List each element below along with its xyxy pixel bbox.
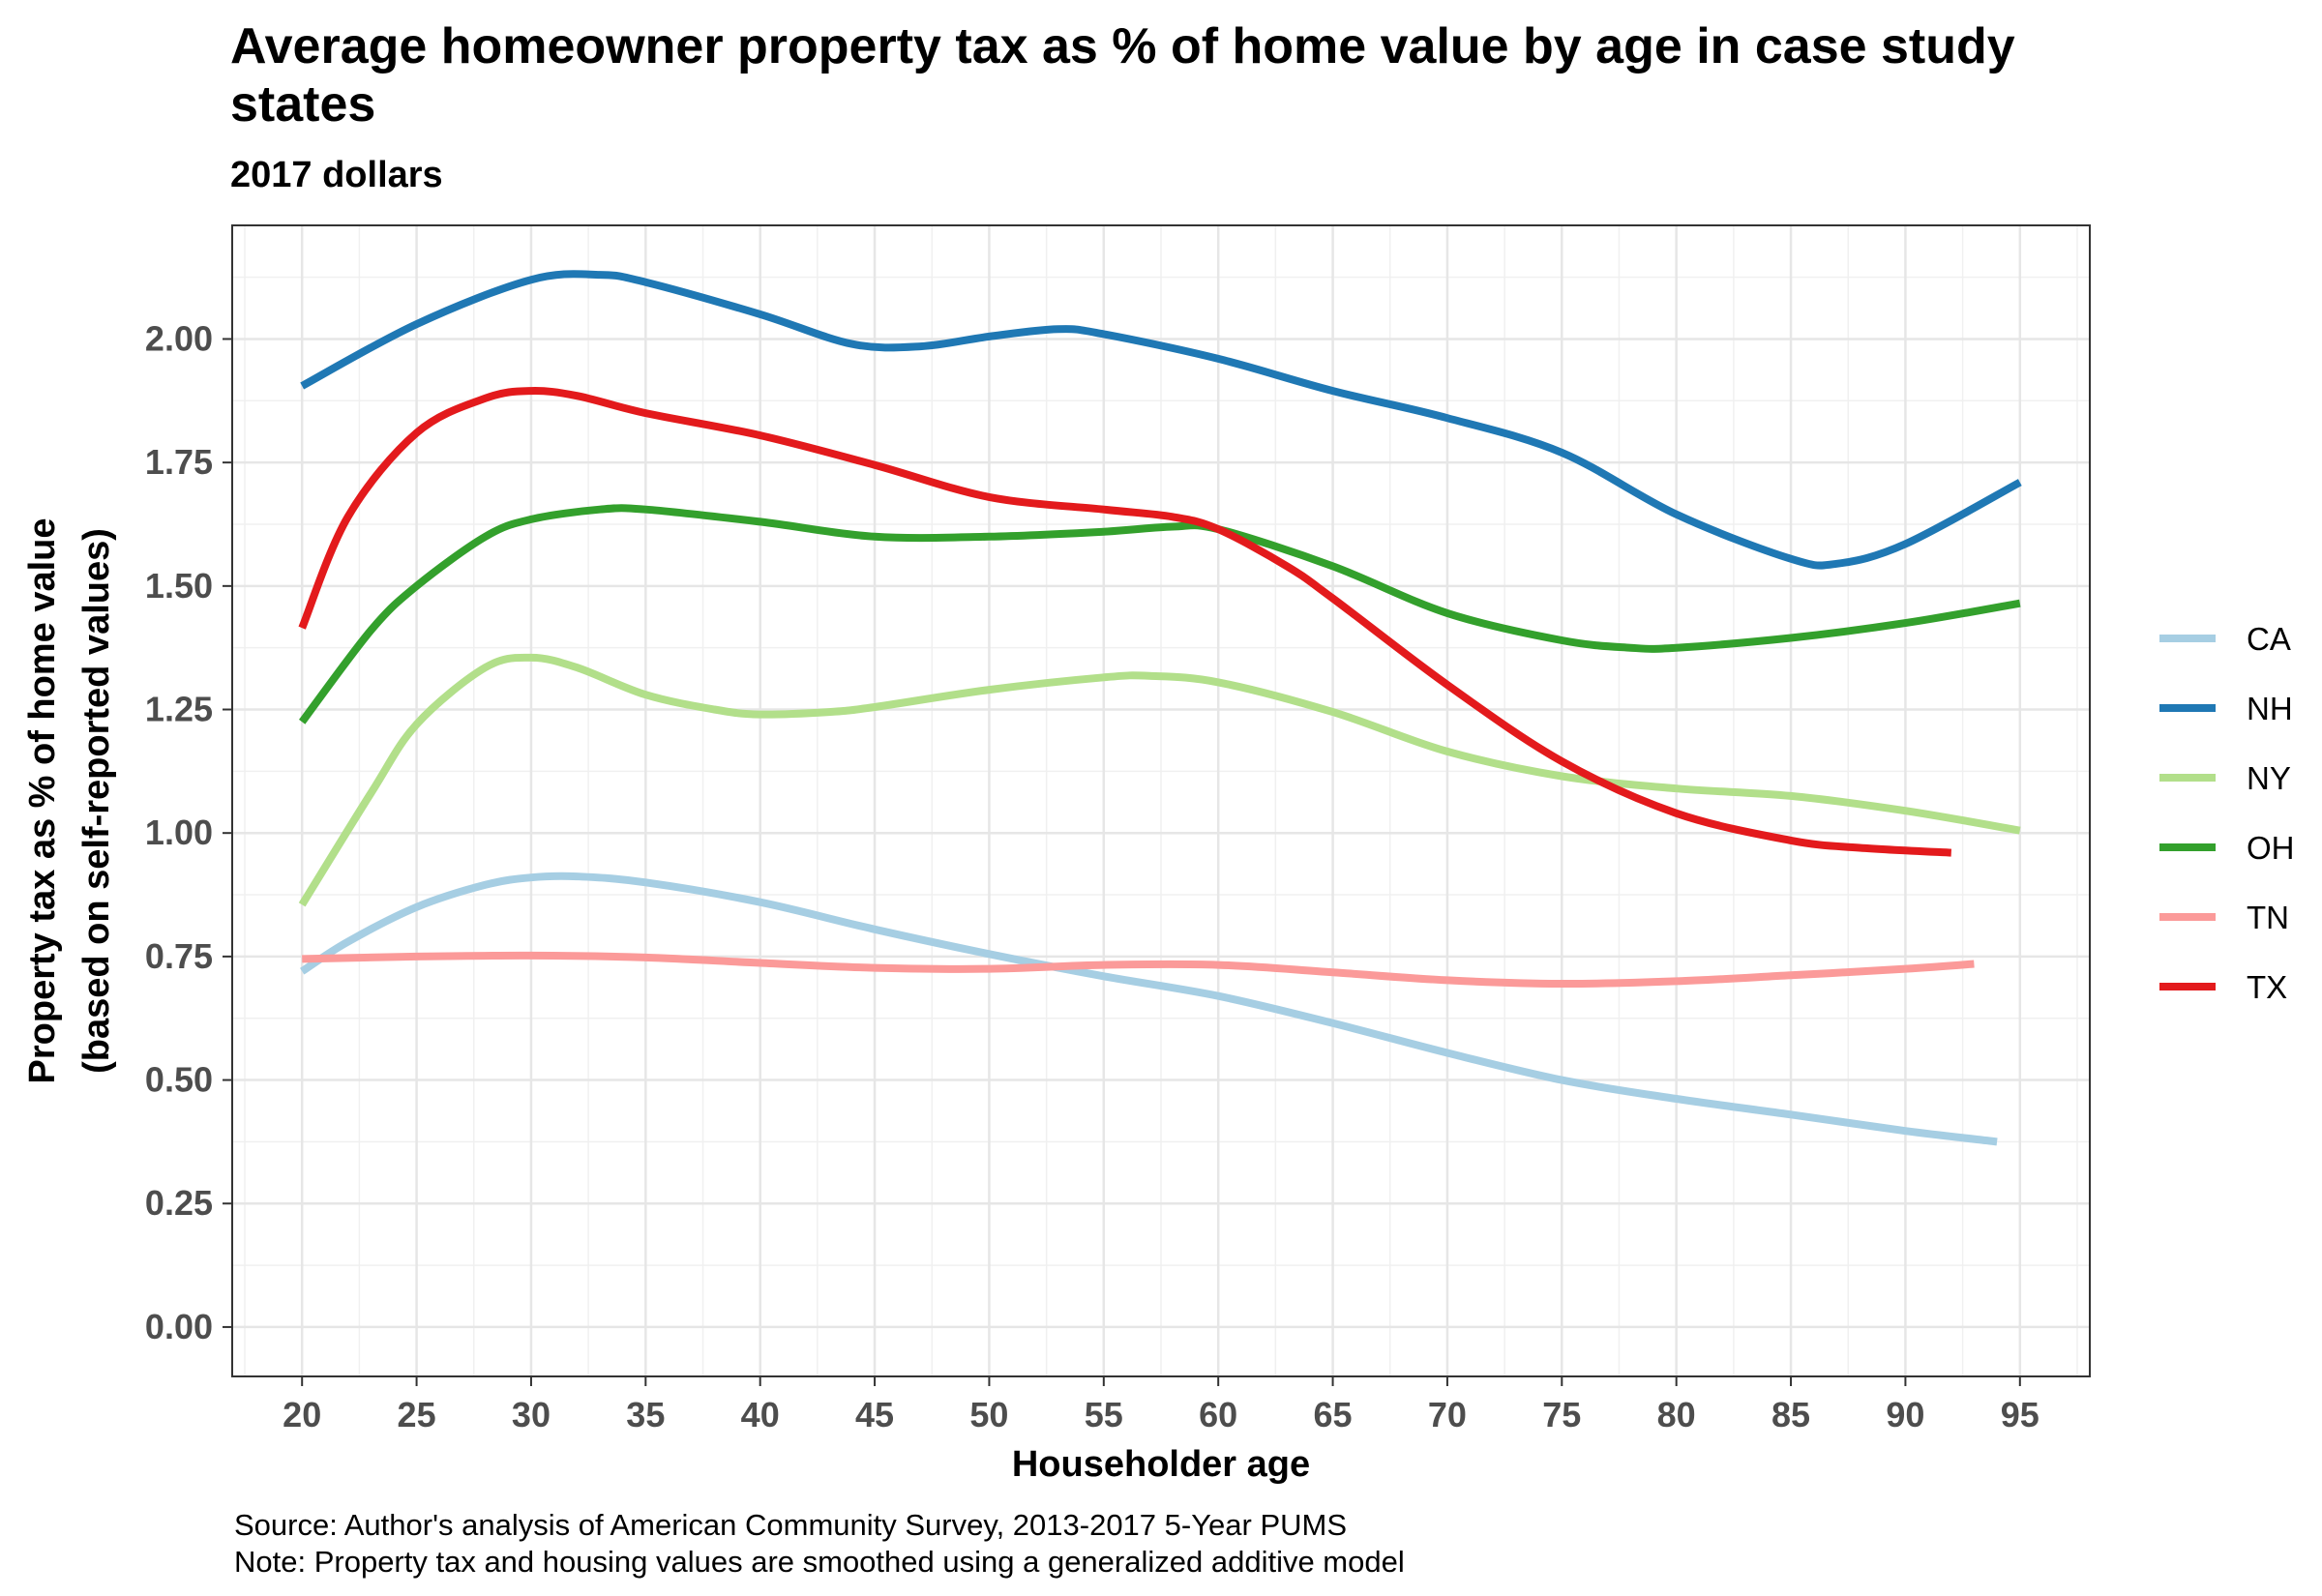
x-axis-title: Householder age <box>1012 1444 1310 1485</box>
x-tick-label: 65 <box>1314 1395 1353 1434</box>
legend-label-nh: NH <box>2247 691 2293 726</box>
series-line-tx <box>298 387 1952 857</box>
legend-item-oh: OH <box>2159 830 2295 866</box>
legend-item-ny: NY <box>2159 760 2291 796</box>
plot-panel-border <box>231 224 2091 1377</box>
y-tick-label: 1.50 <box>145 566 213 606</box>
y-tick-label: 0.75 <box>145 936 213 976</box>
caption-note: Note: Property tax and housing values ar… <box>234 1545 1405 1579</box>
chart-subtitle: 2017 dollars <box>230 155 443 195</box>
y-tick-label: 0.25 <box>145 1183 213 1223</box>
x-axis: 20 25 30 35 40 45 50 55 60 65 70 75 80 85 90 95 <box>283 1376 2039 1434</box>
series-line-ca <box>300 872 1998 1146</box>
series-line-nh <box>300 270 2022 570</box>
x-tick-label: 50 <box>969 1395 1008 1434</box>
x-tick-label: 25 <box>398 1395 436 1434</box>
y-tick-label: 1.25 <box>145 690 213 729</box>
x-tick-label: 90 <box>1886 1395 1924 1434</box>
legend-item-tx: TX <box>2159 969 2287 1005</box>
chart-title: Average homeowner property tax as % of h… <box>230 18 2015 133</box>
legend: CA NH NY OH TN TX <box>2159 621 2295 1005</box>
series-line-oh <box>298 504 2021 724</box>
legend-item-nh: NH <box>2159 691 2293 726</box>
x-tick-label: 75 <box>1542 1395 1581 1434</box>
legend-item-tn: TN <box>2159 900 2289 935</box>
x-tick-label: 85 <box>1771 1395 1810 1434</box>
legend-label-ny: NY <box>2247 760 2291 796</box>
legend-label-ca: CA <box>2247 621 2291 657</box>
series-lines <box>298 270 2022 1146</box>
x-tick-label: 55 <box>1085 1395 1123 1434</box>
x-tick-label: 30 <box>512 1395 551 1434</box>
series-line-tn <box>302 951 1975 989</box>
y-tick-label: 1.75 <box>145 442 213 482</box>
y-axis-title-line2: (based on self-reported values) <box>76 528 117 1074</box>
y-tick-label: 2.00 <box>145 318 213 358</box>
x-tick-label: 40 <box>741 1395 780 1434</box>
x-tick-label: 20 <box>283 1395 321 1434</box>
caption-source: Source: Author's analysis of American Co… <box>234 1508 1348 1542</box>
legend-label-tn: TN <box>2247 900 2289 935</box>
x-tick-label: 45 <box>855 1395 894 1434</box>
x-tick-label: 95 <box>2001 1395 2039 1434</box>
major-gridlines <box>232 225 2090 1376</box>
series-line-ny <box>298 653 2021 907</box>
x-tick-label: 35 <box>626 1395 665 1434</box>
x-tick-label: 70 <box>1428 1395 1467 1434</box>
y-axis-title: Property tax as % of home value (based o… <box>22 518 117 1084</box>
minor-gridlines <box>232 225 2090 1376</box>
legend-label-tx: TX <box>2247 969 2287 1005</box>
y-tick-label: 0.50 <box>145 1060 213 1100</box>
y-tick-label: 0.00 <box>145 1307 213 1346</box>
y-axis-title-line1: Property tax as % of home value <box>22 518 63 1084</box>
x-tick-label: 60 <box>1199 1395 1237 1434</box>
legend-label-oh: OH <box>2247 830 2295 866</box>
y-tick-label: 1.00 <box>145 813 213 852</box>
chart-caption: Source: Author's analysis of American Co… <box>234 1507 1405 1581</box>
y-axis: 0.00 0.25 0.50 0.75 1.00 1.25 1.50 1.75 2.00 <box>145 318 232 1346</box>
x-tick-label: 80 <box>1657 1395 1696 1434</box>
legend-item-ca: CA <box>2159 621 2291 657</box>
